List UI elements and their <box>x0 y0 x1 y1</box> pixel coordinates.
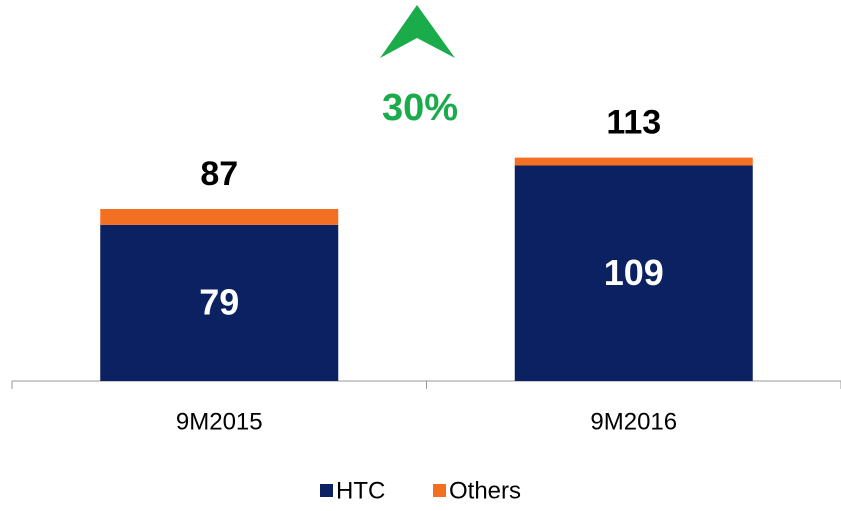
value-label: 79 <box>199 281 239 322</box>
x-tick-label: 9M2016 <box>590 408 677 435</box>
bar-segment <box>514 165 753 381</box>
bar-segment <box>514 157 753 166</box>
growth-arrow <box>380 5 455 58</box>
total-label: 87 <box>200 155 238 193</box>
growth-annotation: 30% <box>382 87 458 129</box>
value-label: 109 <box>604 252 664 293</box>
x-tick-label: 9M2015 <box>176 408 263 435</box>
legend-swatch <box>433 484 446 497</box>
bar-segment <box>100 209 339 225</box>
legend-label: HTC <box>336 477 385 504</box>
bar-segment <box>100 224 339 381</box>
legend-label: Others <box>449 477 521 504</box>
legend-swatch <box>320 484 333 497</box>
total-label: 113 <box>606 104 661 142</box>
